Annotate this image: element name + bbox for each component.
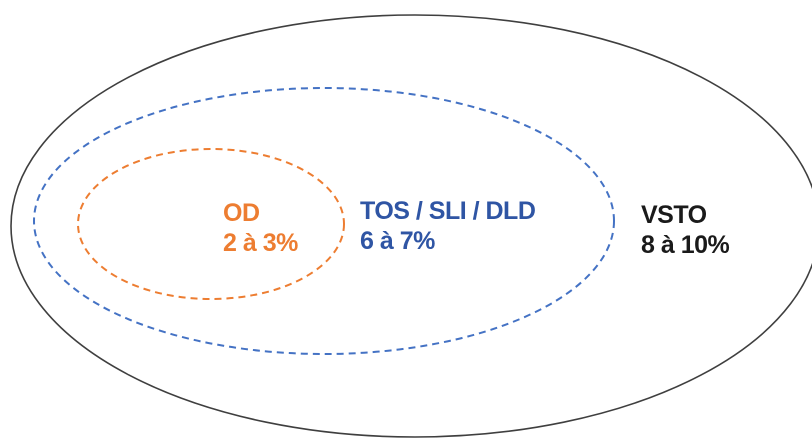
inner-set-label: OD 2 à 3% [223,198,298,258]
inner-set-value: 2 à 3% [223,229,298,257]
outer-set-name: VSTO [641,201,707,229]
outer-set-label: VSTO 8 à 10% [641,200,730,260]
outer-ellipse-vsto [10,14,812,438]
middle-set-label: TOS / SLI / DLD 6 à 7% [360,196,536,256]
middle-set-value: 6 à 7% [360,227,435,255]
inner-ellipse-od [77,148,345,300]
outer-set-value: 8 à 10% [641,231,730,259]
middle-ellipse-tos-sli-dld [33,87,615,355]
middle-set-name: TOS / SLI / DLD [360,197,536,225]
inner-set-name: OD [223,199,260,227]
